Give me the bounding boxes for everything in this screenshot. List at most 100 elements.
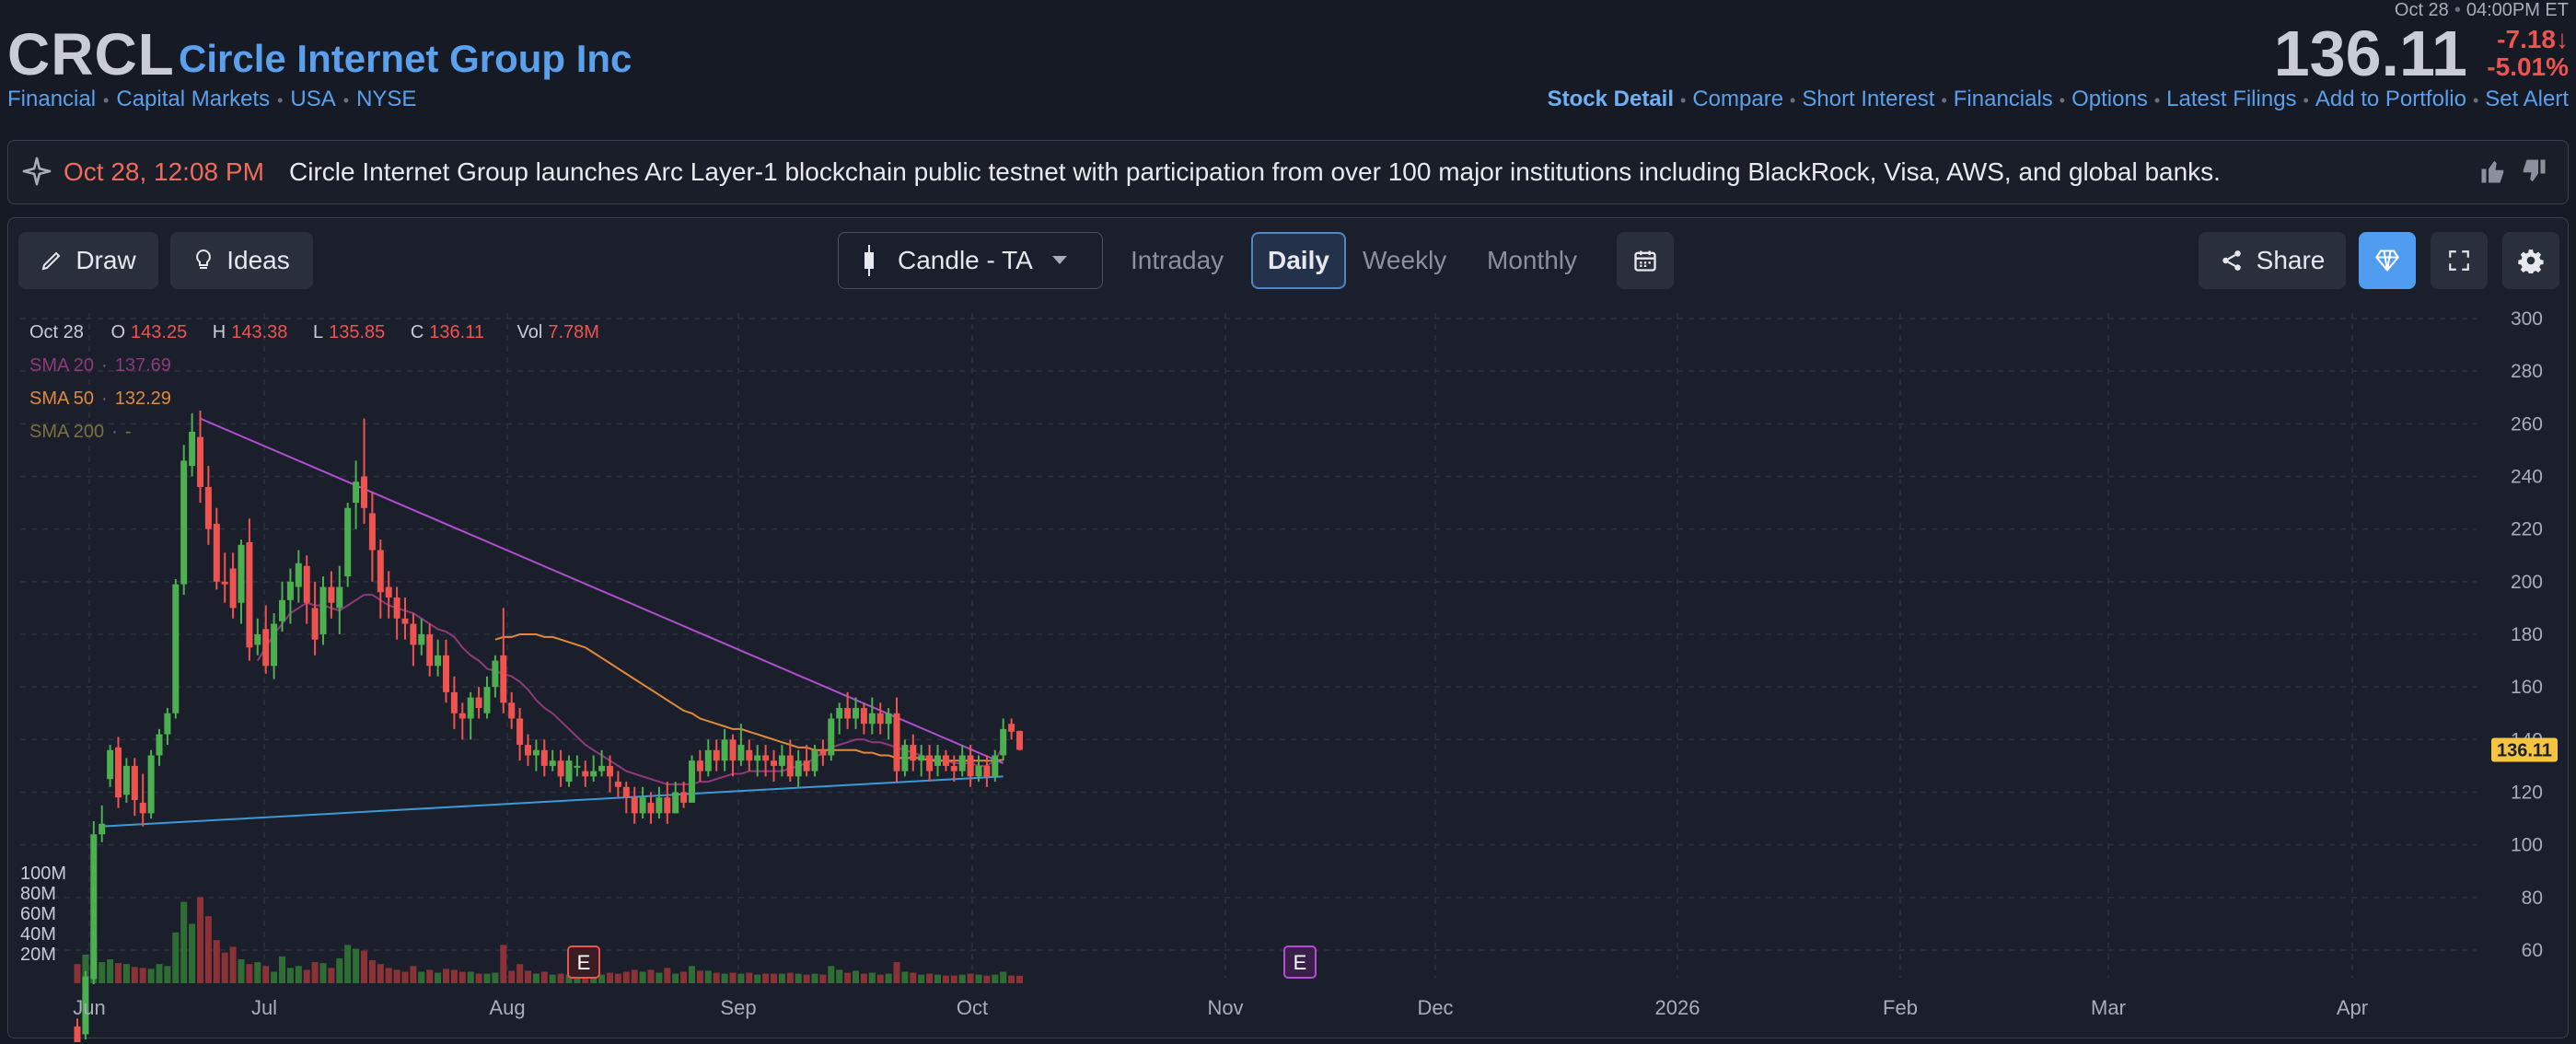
volume-bar	[271, 971, 278, 983]
separator-dot: •	[342, 91, 350, 110]
news-headline[interactable]: Circle Internet Group launches Arc Layer…	[289, 157, 2221, 186]
volume-bar	[950, 975, 957, 983]
candle-body	[729, 739, 737, 761]
ideas-button[interactable]: Ideas	[170, 232, 313, 289]
gear-icon	[2518, 249, 2544, 273]
candle-body	[746, 749, 753, 761]
volume-bar	[639, 971, 646, 983]
volume-bar	[704, 970, 712, 983]
candle-body	[713, 749, 720, 761]
volume-bar	[213, 940, 220, 983]
industry-link[interactable]: Capital Markets	[116, 87, 271, 111]
volume-bar	[189, 923, 196, 983]
earnings-badge	[567, 945, 600, 979]
candle-body	[450, 691, 458, 713]
volume-bar	[229, 946, 237, 983]
y-tick-label: 200	[2511, 572, 2543, 593]
percent-sign: %	[2546, 52, 2569, 81]
news-banner[interactable]: Oct 28, 12:08 PM Circle Internet Group l…	[7, 140, 2569, 204]
sector-link[interactable]: Financial	[7, 87, 97, 111]
volume-bar	[926, 973, 934, 983]
volume-bar	[246, 964, 253, 983]
nav-stock-detail[interactable]: Stock Detail	[1547, 87, 1675, 111]
candle-body	[1008, 724, 1015, 732]
candle-body	[147, 755, 155, 814]
volume-bar	[819, 974, 827, 983]
date-range-button[interactable]	[1617, 232, 1674, 289]
volume-bar	[443, 969, 449, 983]
candle-body	[377, 550, 384, 593]
share-button[interactable]: Share	[2199, 232, 2346, 289]
change-percent: -5.01	[2487, 52, 2547, 81]
timeframe-weekly[interactable]: Weekly	[1363, 246, 1447, 274]
volume-bar	[492, 972, 499, 983]
candle-body	[950, 765, 957, 771]
volume-bar	[238, 959, 245, 983]
trendline-lower	[101, 775, 1004, 828]
candle-body	[197, 436, 203, 487]
volume-bar	[967, 973, 974, 983]
candle-body	[344, 507, 352, 577]
quote-header: CRCL Circle Internet Group Inc Financial…	[0, 0, 2576, 129]
thumbs-up-icon[interactable]	[2479, 157, 2507, 185]
candle-body	[492, 660, 499, 688]
country-link[interactable]: USA	[290, 87, 336, 111]
change-value: -7.18	[2497, 25, 2556, 53]
volume-bar	[876, 974, 884, 983]
volume-bar	[458, 971, 466, 983]
sma20-line	[256, 594, 1004, 785]
nav-add-to-portfolio[interactable]: Add to Portfolio	[2315, 87, 2466, 111]
fullscreen-button[interactable]	[2431, 232, 2488, 289]
separator-dot: •	[1941, 91, 1947, 110]
candle-body	[131, 765, 138, 801]
volume-bar	[483, 973, 491, 983]
volume-bar	[500, 945, 507, 983]
timeframe-daily[interactable]: Daily	[1251, 232, 1346, 289]
candle-body	[737, 745, 745, 761]
candle-body	[122, 765, 130, 795]
chart-type-select[interactable]: Candle - TA	[838, 232, 1103, 289]
close-value: 136.11	[429, 322, 484, 342]
volume-bar	[918, 974, 925, 983]
candle-body	[418, 634, 425, 645]
premium-button[interactable]	[2359, 232, 2416, 289]
sma50-label: SMA 50	[29, 389, 95, 409]
candle-body	[238, 544, 245, 603]
separator-dot: •	[1680, 91, 1687, 110]
volume-tick-label: 20M	[20, 945, 56, 965]
volume-bar	[385, 968, 392, 983]
y-tick-label: 260	[2511, 413, 2543, 435]
price-change: -7.18↓ -5.01%	[2487, 26, 2569, 81]
timeframe-intraday[interactable]: Intraday	[1131, 246, 1224, 274]
candle-body	[500, 655, 507, 703]
candle-body	[647, 802, 655, 814]
timeframe-monthly[interactable]: Monthly	[1487, 246, 1578, 274]
separator-dot: •	[1790, 91, 1796, 110]
sma20-legend: SMA 20 · 137.69	[29, 355, 171, 376]
nav-short-interest[interactable]: Short Interest	[1802, 87, 1935, 111]
nav-latest-filings[interactable]: Latest Filings	[2166, 87, 2297, 111]
company-name[interactable]: Circle Internet Group Inc	[179, 37, 632, 80]
volume-bar	[353, 948, 360, 983]
nav-options[interactable]: Options	[2071, 87, 2148, 111]
nav-compare[interactable]: Compare	[1692, 87, 1784, 111]
pencil-icon	[41, 251, 61, 271]
volume-bar	[565, 974, 573, 983]
candle-body	[958, 755, 966, 771]
nav-set-alert[interactable]: Set Alert	[2485, 87, 2569, 111]
candle-body	[353, 481, 360, 504]
quote-date: Oct 28	[2394, 0, 2449, 20]
y-tick-label: 220	[2511, 519, 2543, 540]
thumbs-down-icon[interactable]	[2520, 157, 2547, 185]
volume-bar	[204, 916, 212, 983]
volume-bar	[934, 974, 941, 983]
exchange-link[interactable]: NYSE	[356, 87, 417, 111]
nav-financials[interactable]: Financials	[1953, 87, 2053, 111]
volume-bar	[311, 962, 319, 983]
settings-button[interactable]	[2502, 232, 2559, 289]
separator-dot: •	[2153, 91, 2161, 110]
y-tick-label: 120	[2511, 783, 2543, 804]
candle-body	[458, 713, 466, 719]
draw-button[interactable]: Draw	[18, 232, 158, 289]
